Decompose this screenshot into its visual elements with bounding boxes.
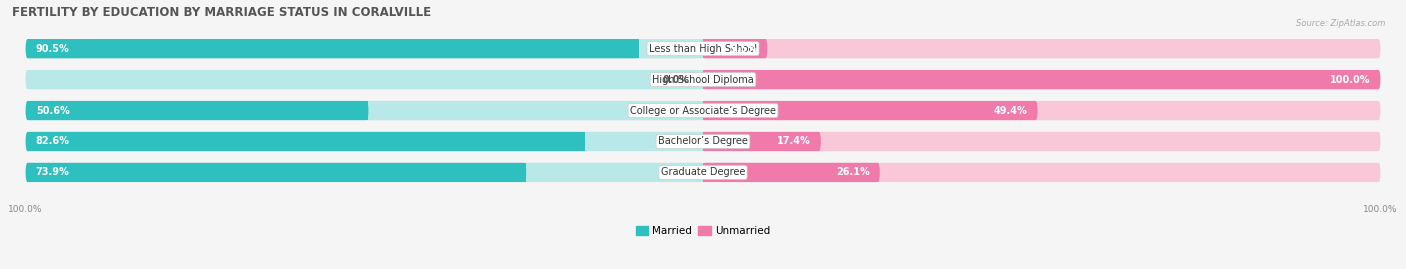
FancyBboxPatch shape <box>703 132 1381 151</box>
Bar <box>703 132 1379 151</box>
Text: College or Associate’s Degree: College or Associate’s Degree <box>630 105 776 116</box>
Text: 49.4%: 49.4% <box>994 105 1028 116</box>
Text: 82.6%: 82.6% <box>35 136 70 147</box>
Text: 73.9%: 73.9% <box>35 167 69 178</box>
Text: 50.6%: 50.6% <box>35 105 69 116</box>
Bar <box>27 39 638 58</box>
FancyBboxPatch shape <box>25 163 526 182</box>
FancyBboxPatch shape <box>703 101 1038 120</box>
Bar <box>27 163 526 182</box>
Text: Source: ZipAtlas.com: Source: ZipAtlas.com <box>1295 19 1385 28</box>
FancyBboxPatch shape <box>25 163 1381 182</box>
FancyBboxPatch shape <box>25 132 1381 151</box>
FancyBboxPatch shape <box>25 163 703 182</box>
Text: 90.5%: 90.5% <box>35 44 69 54</box>
Bar <box>703 132 820 151</box>
FancyBboxPatch shape <box>25 39 1381 58</box>
FancyBboxPatch shape <box>703 163 1381 182</box>
FancyBboxPatch shape <box>25 101 1381 120</box>
FancyBboxPatch shape <box>25 101 368 120</box>
FancyBboxPatch shape <box>25 132 703 151</box>
FancyBboxPatch shape <box>703 101 1381 120</box>
Bar <box>27 132 703 151</box>
Bar <box>27 70 703 89</box>
FancyBboxPatch shape <box>25 70 703 89</box>
Bar <box>703 101 1379 120</box>
Bar <box>27 101 368 120</box>
Bar <box>27 39 703 58</box>
FancyBboxPatch shape <box>703 132 821 151</box>
Bar <box>27 101 703 120</box>
Text: 26.1%: 26.1% <box>837 167 870 178</box>
FancyBboxPatch shape <box>703 70 1381 89</box>
FancyBboxPatch shape <box>25 132 585 151</box>
Text: Bachelor’s Degree: Bachelor’s Degree <box>658 136 748 147</box>
Text: Graduate Degree: Graduate Degree <box>661 167 745 178</box>
FancyBboxPatch shape <box>703 70 1381 89</box>
Bar <box>703 70 1379 89</box>
Bar <box>27 132 585 151</box>
FancyBboxPatch shape <box>25 39 703 58</box>
Legend: Married, Unmarried: Married, Unmarried <box>631 222 775 240</box>
Text: 17.4%: 17.4% <box>778 136 811 147</box>
Bar <box>703 101 1036 120</box>
Text: High School Diploma: High School Diploma <box>652 75 754 84</box>
Text: 0.0%: 0.0% <box>662 75 689 84</box>
Bar <box>703 39 1379 58</box>
FancyBboxPatch shape <box>703 39 768 58</box>
Text: 9.5%: 9.5% <box>730 44 758 54</box>
Text: FERTILITY BY EDUCATION BY MARRIAGE STATUS IN CORALVILLE: FERTILITY BY EDUCATION BY MARRIAGE STATU… <box>13 6 432 19</box>
FancyBboxPatch shape <box>703 39 1381 58</box>
FancyBboxPatch shape <box>25 101 703 120</box>
Bar <box>703 70 1379 89</box>
Bar <box>703 39 766 58</box>
Text: 100.0%: 100.0% <box>1330 75 1371 84</box>
Text: Less than High School: Less than High School <box>650 44 756 54</box>
FancyBboxPatch shape <box>703 163 880 182</box>
Bar <box>27 163 703 182</box>
Bar <box>703 163 1379 182</box>
FancyBboxPatch shape <box>25 39 638 58</box>
FancyBboxPatch shape <box>25 70 1381 89</box>
Bar <box>703 163 879 182</box>
